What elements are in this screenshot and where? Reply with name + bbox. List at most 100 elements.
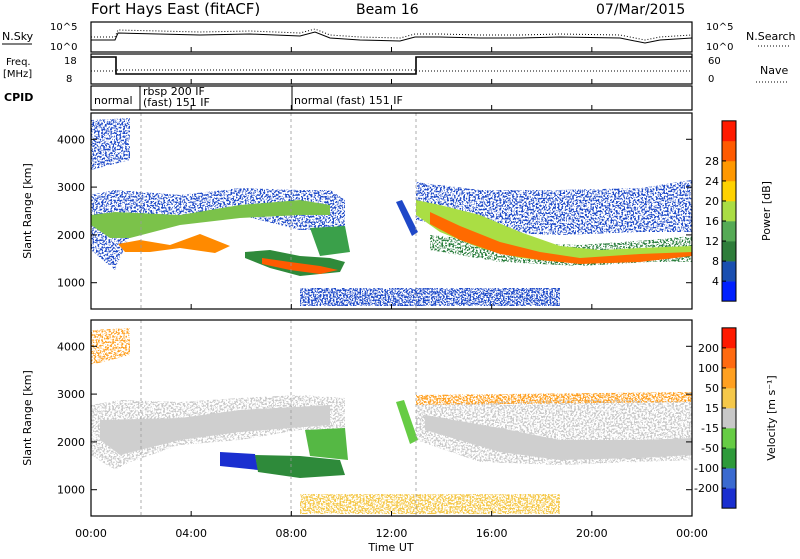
power-band-late-core	[430, 212, 692, 264]
velocity-ytick-label: 3000	[57, 388, 85, 401]
velocity-colorbar-swatch	[722, 387, 736, 409]
beam-title: Beam 16	[356, 2, 419, 18]
velocity-panel: 1000 2000 3000 4000 Slant Range [km] 200 100…	[21, 319, 778, 517]
power-ytick-label: 1000	[57, 277, 85, 290]
power-colorbar-tick-label: 24	[705, 175, 719, 188]
freq-panel: Freq. [MHz] 18 8 60 0 Nave	[3, 53, 788, 85]
freq-curve	[91, 56, 692, 75]
power-colorbar-swatch	[722, 120, 736, 142]
power-colorbar-swatch	[722, 281, 736, 302]
power-top-scatter	[91, 118, 130, 170]
nsky-curve	[91, 31, 693, 44]
time-axis: 00:00 04:00 08:00 12:00 16:00 20:00 00:00	[75, 47, 708, 540]
nsky-panel: N.Sky 10^5 10^0 10^5 10^0 N.Search	[2, 21, 796, 53]
time-tick-label: 12:00	[376, 527, 408, 540]
power-colorbar-swatch	[722, 180, 736, 202]
velocity-ylabel: Slant Range [km]	[21, 370, 34, 466]
velocity-ytick-label: 4000	[57, 340, 85, 353]
power-colorbar-label: Power [dB]	[760, 181, 773, 241]
cpid-label: CPID	[4, 91, 33, 104]
nsky-tick-top: 10^5	[50, 22, 77, 33]
freq-label-2: [MHz]	[3, 69, 32, 80]
power-band-morning	[91, 200, 330, 238]
velocity-green-streak	[396, 400, 418, 444]
velocity-colorbar-tick-label: 100	[698, 362, 719, 375]
velocity-field	[91, 328, 692, 514]
power-ylabel: Slant Range [km]	[21, 163, 34, 259]
cpid-segment-fast: (fast) 151 IF	[143, 96, 210, 109]
time-tick-label: 08:00	[275, 527, 307, 540]
power-ytick-label: 3000	[57, 181, 85, 194]
freq-label-1: Freq.	[6, 57, 31, 68]
nave-tick-bottom: 0	[708, 74, 714, 85]
power-colorbar-swatch	[722, 261, 736, 282]
velocity-grey-core	[100, 405, 330, 455]
time-tick-label: 20:00	[576, 527, 608, 540]
nave-tick-top: 60	[708, 56, 721, 67]
date-title: 07/Mar/2015	[596, 2, 685, 18]
velocity-colorbar-tick-label: -100	[694, 462, 719, 475]
velocity-y-axis: 1000 2000 3000 4000	[57, 340, 692, 497]
nsearch-label: N.Search	[746, 30, 796, 43]
nave-curve	[91, 69, 692, 72]
power-colorbar-tick-label: 12	[705, 235, 719, 248]
velocity-colorbar-swatch	[722, 327, 736, 349]
velocity-blue-patch	[220, 452, 258, 470]
power-colorbar-swatch	[722, 160, 736, 182]
nsky-tick-bottom: 10^0	[50, 42, 77, 53]
power-panel: 1000 2000 3000 4000 Slant Range [km] 4 8 12 16…	[21, 112, 773, 310]
power-colorbar-frame	[721, 120, 737, 302]
velocity-colorbar-swatch	[722, 367, 736, 389]
power-colorbar-swatch	[722, 140, 736, 162]
velocity-orange-late	[416, 392, 692, 405]
time-tick-label: 00:00	[75, 527, 107, 540]
velocity-colorbar-tick-label: 200	[698, 342, 719, 355]
power-colorbar: 4 8 12 16 20 24 28	[705, 120, 737, 302]
power-colorbar-swatch	[722, 200, 736, 222]
time-tick-label: 16:00	[476, 527, 508, 540]
velocity-colorbar-swatch	[722, 488, 736, 509]
power-band-afternoon-core	[262, 258, 338, 274]
power-colorbar-tick-label: 16	[705, 215, 719, 228]
velocity-bottom-noise	[300, 494, 560, 514]
cpid-segment-normal-fast: normal (fast) 151 IF	[294, 94, 403, 107]
velocity-colorbar-tick-label: -15	[701, 422, 719, 435]
velocity-colorbar-label: Velocity [m s⁻¹]	[765, 375, 778, 460]
velocity-green-spur	[305, 428, 348, 460]
nave-label: Nave	[760, 64, 788, 77]
velocity-colorbar-swatch	[722, 468, 736, 489]
velocity-colorbar-tick-label: 15	[705, 402, 719, 415]
power-ytick-label: 4000	[57, 133, 85, 146]
velocity-blue-green	[255, 455, 345, 478]
velocity-grey-late-core	[425, 415, 692, 460]
nsky-label: N.Sky	[2, 30, 34, 43]
velocity-colorbar-swatch	[722, 347, 736, 369]
power-bottom-noise	[300, 288, 560, 306]
power-colorbar-swatch	[722, 241, 736, 262]
cpid-panel: CPID normal rbsp 200 IF (fast) 151 IF no…	[4, 85, 693, 111]
power-ytick-label: 2000	[57, 229, 85, 242]
nsearch-tick-bottom: 10^0	[706, 42, 733, 53]
velocity-ytick-label: 1000	[57, 484, 85, 497]
velocity-colorbar-swatch	[722, 448, 736, 469]
power-y-axis: 1000 2000 3000 4000	[57, 133, 692, 290]
power-diag-streak	[396, 200, 418, 236]
cpid-segment-normal: normal	[94, 94, 133, 107]
freq-tick-top: 18	[64, 56, 77, 67]
power-colorbar-tick-label: 8	[712, 255, 719, 268]
velocity-orange-top	[91, 328, 130, 365]
station-title: Fort Hays East (fitACF)	[91, 0, 260, 18]
velocity-colorbar-tick-label: -50	[701, 442, 719, 455]
cpid-segment-rbsp: rbsp 200 IF	[143, 85, 205, 98]
velocity-ytick-label: 2000	[57, 436, 85, 449]
power-colorbar-tick-label: 20	[705, 195, 719, 208]
power-band-morning-core	[118, 234, 230, 253]
power-colorbar-tick-label: 4	[712, 275, 719, 288]
time-tick-label: 00:00	[676, 527, 708, 540]
velocity-colorbar-tick-label: 50	[705, 382, 719, 395]
time-tick-label: 04:00	[175, 527, 207, 540]
velocity-colorbar-swatch	[722, 407, 736, 429]
power-spur-green	[310, 226, 350, 256]
time-axis-label: Time UT	[367, 541, 413, 554]
